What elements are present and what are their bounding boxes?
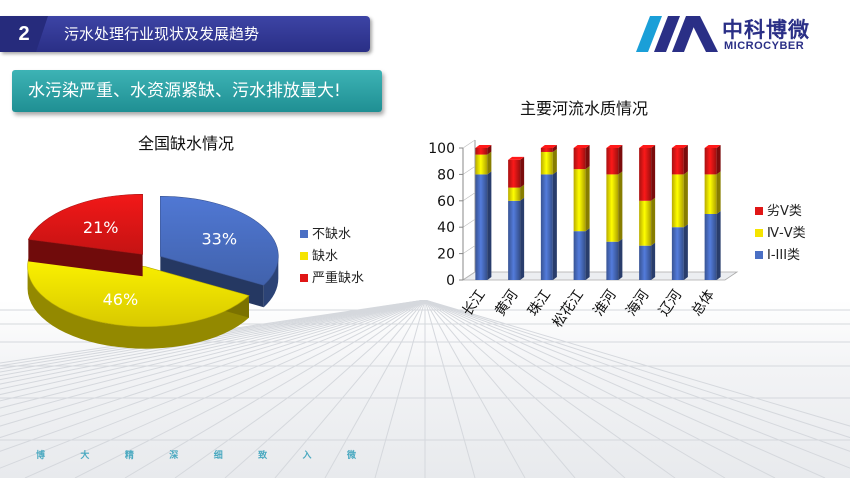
bar-x-tick-label: 长江 xyxy=(459,287,488,319)
bar-legend-swatch xyxy=(755,251,763,259)
bar-segment xyxy=(540,174,553,280)
bar-stack-3 xyxy=(573,145,590,280)
bar-segment xyxy=(639,245,652,280)
bar-segment xyxy=(606,241,619,280)
bar-stack-2 xyxy=(540,145,557,280)
bar-stack-7 xyxy=(704,145,721,280)
bar-segment xyxy=(475,154,488,175)
bar-stack-4 xyxy=(606,145,623,280)
motto-char: 博 xyxy=(36,451,46,461)
logo-text-en: MICROCYBER xyxy=(724,40,805,52)
bar-legend-label: Ⅳ-Ⅴ类 xyxy=(767,226,806,241)
pie-slice-2: 21% xyxy=(27,194,143,277)
pie-data-label: 33% xyxy=(201,230,237,249)
bar-segment xyxy=(475,148,488,155)
pie-legend-swatch xyxy=(300,274,308,282)
banner xyxy=(12,70,382,112)
bar-segment xyxy=(540,151,553,175)
pie-legend-label: 严重缺水 xyxy=(312,270,364,286)
bar-segment xyxy=(704,174,717,214)
section-number: 2 xyxy=(18,23,30,45)
pie-legend-swatch xyxy=(300,230,308,238)
bar-stack-5 xyxy=(639,145,656,280)
bar-segment xyxy=(704,214,717,280)
pie-data-label: 21% xyxy=(83,218,119,237)
motto-char: 大 xyxy=(80,451,90,461)
bar-segment xyxy=(704,148,717,175)
bar-stack-1 xyxy=(508,156,525,280)
bar-y-tick-label: 40 xyxy=(437,220,455,236)
banner-text: 水污染严重、水资源紧缺、污水排放量大! xyxy=(28,81,341,101)
bar-x-tick-label: 珠江 xyxy=(525,287,554,319)
bar-segment xyxy=(671,174,684,228)
bar-segment xyxy=(606,174,619,242)
bar-legend-label: Ⅰ-III类 xyxy=(767,248,800,263)
bar-stack-6 xyxy=(671,145,688,280)
bar-x-tick-label: 海河 xyxy=(623,287,652,319)
pie-legend-label: 不缺水 xyxy=(312,227,351,242)
bar-legend-label: 劣Ⅴ类 xyxy=(767,204,802,219)
bar-stack-0 xyxy=(475,145,492,280)
bar-segment xyxy=(671,227,684,280)
motto-char: 入 xyxy=(302,451,312,461)
header-bar xyxy=(0,16,370,52)
bar-segment xyxy=(540,148,553,152)
bar-y-tick-label: 60 xyxy=(437,194,455,210)
floor-grid xyxy=(0,300,850,478)
pie-data-label: 46% xyxy=(103,290,139,309)
bar-segment xyxy=(606,148,619,175)
bar-x-tick-label: 辽河 xyxy=(656,287,685,319)
pie-chart-title: 全国缺水情况 xyxy=(138,134,235,153)
bar-segment xyxy=(508,159,521,188)
pie-legend-label: 缺水 xyxy=(312,249,338,264)
bar-segment xyxy=(475,174,488,280)
logo-text-cn: 中科博微 xyxy=(722,18,810,42)
bar-y-tick-label: 0 xyxy=(446,273,455,289)
bar-x-tick-label: 总体 xyxy=(689,287,718,319)
bar-y-tick-label: 80 xyxy=(437,167,455,183)
footer-motto: 博 大 精 深 细 致 入 微 xyxy=(36,448,356,462)
motto-char: 精 xyxy=(124,451,134,461)
motto-char: 致 xyxy=(258,451,268,461)
bar-legend-swatch xyxy=(755,207,763,215)
bar-segment xyxy=(671,148,684,175)
bar-segment xyxy=(573,169,586,232)
pie-legend-swatch xyxy=(300,252,308,260)
bar-segment xyxy=(639,200,652,246)
bar-x-tick-label: 松花江 xyxy=(550,287,587,331)
bar-chart-title: 主要河流水质情况 xyxy=(520,99,649,118)
bar-segment xyxy=(508,187,521,201)
motto-char: 微 xyxy=(346,451,356,461)
motto-char: 细 xyxy=(213,451,223,461)
page-title: 污水处理行业现状及发展趋势 xyxy=(64,25,260,43)
bar-segment xyxy=(639,148,652,201)
bar-y-tick-label: 100 xyxy=(428,141,455,157)
pie-slice-1: 46% xyxy=(27,251,250,349)
bar-x-tick-label: 淮河 xyxy=(590,287,619,319)
bar-x-tick-label: 黄河 xyxy=(491,287,521,320)
bar-legend-swatch xyxy=(755,229,763,237)
company-logo-icon xyxy=(636,16,718,52)
motto-char: 深 xyxy=(169,451,179,461)
bar-segment xyxy=(508,200,521,280)
bar-y-tick-label: 20 xyxy=(437,247,455,263)
bar-segment xyxy=(573,148,586,170)
bar-segment xyxy=(573,231,586,280)
